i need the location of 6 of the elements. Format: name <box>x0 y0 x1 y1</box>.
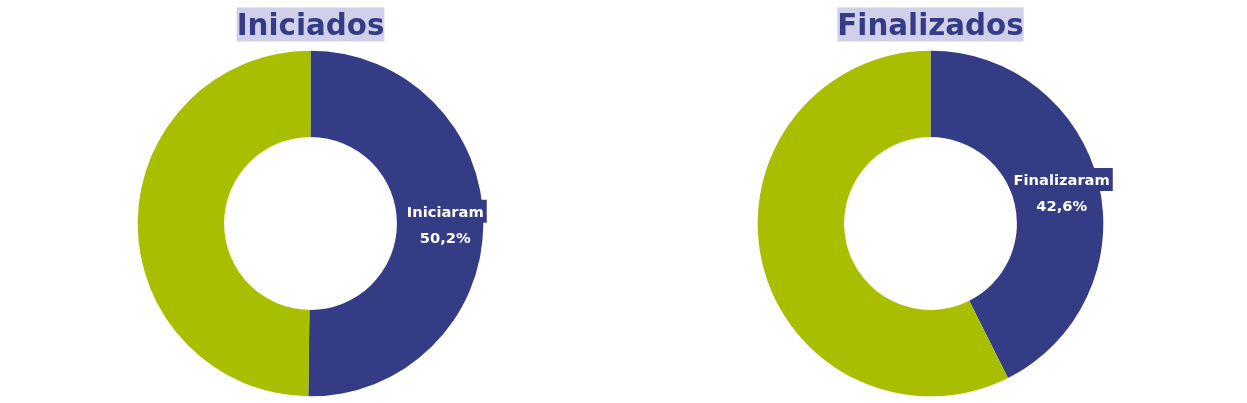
chart-title: Iniciados <box>236 7 385 42</box>
slice-label: Iniciaram <box>406 202 484 220</box>
slice-label: Finalizaram <box>1013 171 1110 189</box>
data-label: 50,2% <box>419 228 472 246</box>
chart-title: Finalizados <box>837 7 1024 42</box>
data-label: 42,6% <box>1036 197 1088 215</box>
